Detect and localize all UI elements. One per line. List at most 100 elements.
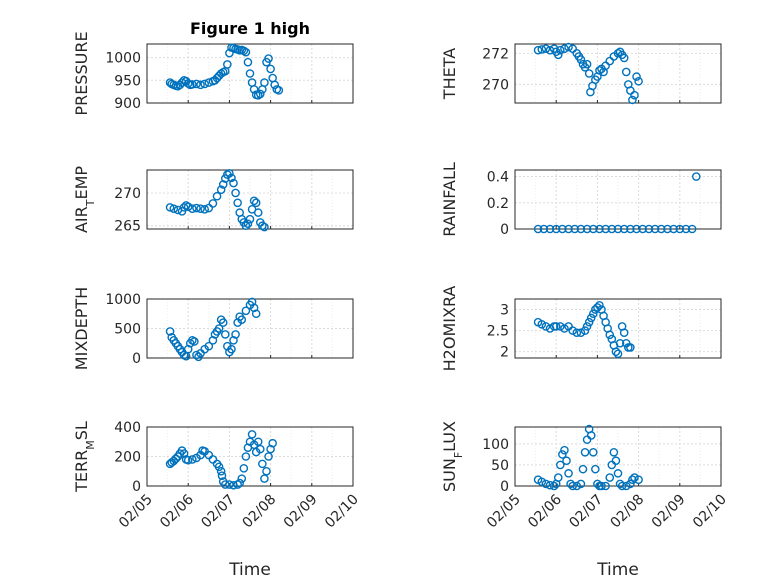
- data-point: [262, 466, 271, 476]
- data-point: [241, 452, 251, 461]
- y-tick-label: 950: [114, 73, 141, 89]
- data-point: [237, 474, 247, 483]
- data-point: [229, 178, 238, 188]
- data-point: [165, 203, 175, 212]
- data-point: [268, 438, 277, 448]
- data-point: [200, 79, 209, 89]
- x-axis-label: Time: [228, 560, 271, 580]
- data-point: [179, 203, 189, 212]
- data-point: [533, 45, 543, 55]
- data-point: [669, 224, 678, 234]
- subplot-pressure: 900 950 1000 PRESSURE Figure 1 high: [72, 19, 354, 116]
- y-axis-label-sub: M: [84, 440, 97, 450]
- data-point: [541, 44, 551, 53]
- data-point: [260, 474, 269, 483]
- data-point: [260, 78, 269, 87]
- data-point: [582, 322, 592, 331]
- data-point: [638, 224, 648, 234]
- data-point: [632, 72, 641, 81]
- data-point: [541, 479, 551, 489]
- data-point: [241, 221, 251, 231]
- data-point: [613, 349, 623, 359]
- data-point: [169, 204, 179, 213]
- y-tick-label: 0: [500, 479, 509, 495]
- data-point: [245, 69, 255, 78]
- data-point: [613, 49, 623, 58]
- data-point: [630, 90, 639, 100]
- data-point: [233, 198, 242, 208]
- y-tick-label: 3: [500, 303, 509, 319]
- y-tick-label: 0: [500, 222, 509, 238]
- y-axis-label: H2OMIXRA: [440, 286, 459, 372]
- data-point: [564, 42, 573, 52]
- y-axis-label: PRESSURE: [72, 31, 91, 115]
- axes-box: [514, 43, 722, 104]
- data-point: [558, 450, 567, 459]
- data-point: [239, 46, 249, 56]
- data-point: [595, 301, 604, 310]
- data-point: [253, 208, 263, 217]
- data-point: [613, 469, 623, 478]
- data-point: [264, 54, 273, 63]
- y-tick-label: 0: [132, 479, 141, 495]
- chart-title: Figure 1 high: [190, 19, 310, 38]
- data-point: [549, 481, 559, 491]
- data-point: [687, 224, 697, 234]
- data-point: [217, 471, 227, 480]
- data-point: [192, 203, 201, 213]
- data-point: [258, 459, 267, 469]
- data-point: [533, 224, 543, 234]
- data-point: [251, 309, 261, 319]
- y-tick-label: 900: [114, 96, 141, 112]
- data-point: [597, 481, 606, 491]
- data-point: [216, 466, 226, 476]
- x-tick-label: 02/09: [649, 492, 689, 532]
- y-axis-label: TERRMSL: [72, 421, 97, 493]
- data-point: [188, 455, 197, 464]
- data-point: [582, 224, 592, 234]
- data-point: [588, 309, 598, 319]
- y-axis-label: SUNFLUX: [440, 421, 465, 492]
- y-tick-label: 0.4: [487, 170, 509, 186]
- data-point: [192, 350, 201, 360]
- data-point: [200, 205, 209, 214]
- y-axis-label-tail: LUX: [440, 421, 459, 452]
- data-point: [613, 224, 623, 234]
- y-tick-label: 100: [482, 437, 509, 453]
- y-tick-label: 272: [482, 46, 509, 62]
- data-point: [233, 480, 242, 489]
- data-point: [258, 85, 267, 94]
- data-point: [188, 80, 197, 89]
- data-point: [572, 481, 582, 491]
- data-point: [255, 89, 265, 99]
- y-axis-label-main: TERR: [72, 450, 91, 493]
- data-point: [609, 447, 619, 457]
- y-tick-label: 400: [114, 420, 141, 436]
- data-point: [663, 224, 672, 234]
- data-point: [564, 469, 573, 478]
- data-point: [576, 479, 586, 489]
- data-point: [615, 338, 625, 348]
- data-point: [605, 330, 615, 340]
- subplot-h2omixra: 2 2.5 3 H2OMIXRA: [440, 286, 722, 372]
- data-point: [605, 473, 615, 482]
- data-point: [249, 85, 259, 94]
- data-point: [537, 477, 547, 487]
- data-point: [626, 343, 635, 352]
- data-point: [582, 435, 592, 444]
- data-point: [235, 478, 244, 488]
- data-point: [628, 95, 637, 105]
- data-point: [621, 67, 631, 77]
- data-point: [675, 224, 685, 234]
- y-tick-label: 500: [114, 322, 141, 338]
- subplot-rainfall: 0 0.2 0.4 RAINFALL: [440, 162, 722, 238]
- data-point: [223, 60, 232, 69]
- data-point: [190, 337, 199, 346]
- data-point: [239, 463, 249, 473]
- axes-box: [514, 169, 722, 230]
- data-point: [253, 90, 263, 100]
- x-tick-label: 02/10: [322, 492, 362, 532]
- data-point: [537, 45, 547, 54]
- data-point: [634, 76, 643, 86]
